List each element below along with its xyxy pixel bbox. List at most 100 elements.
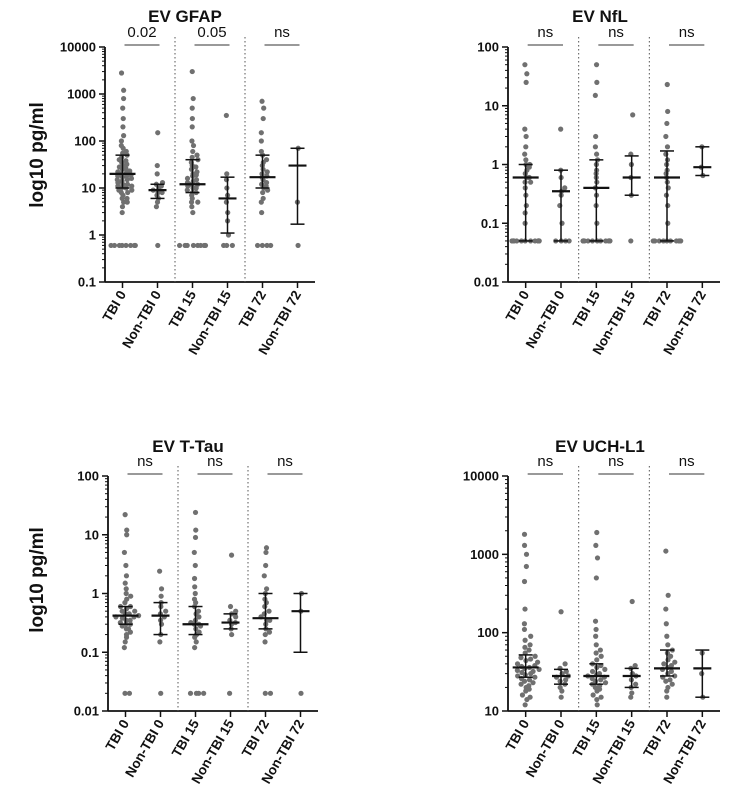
- data-point: [263, 549, 269, 556]
- data-point: [129, 187, 135, 193]
- data-point: [519, 669, 525, 676]
- data-point: [121, 87, 127, 93]
- data-point: [598, 677, 604, 683]
- data-point: [189, 138, 195, 144]
- data-point: [122, 639, 128, 645]
- data-point: [521, 621, 528, 627]
- data-point: [123, 590, 129, 597]
- comparison-label: ns: [679, 453, 695, 470]
- data-point: [593, 633, 599, 639]
- data-point: [664, 120, 670, 127]
- data-point: [629, 598, 635, 605]
- data-point: [594, 555, 601, 561]
- comparison-label: ns: [537, 453, 553, 470]
- data-point: [184, 175, 191, 182]
- data-point: [119, 204, 126, 210]
- y-tick-label: 10: [85, 527, 99, 542]
- data-point: [523, 563, 529, 570]
- data-point: [191, 596, 198, 602]
- data-point: [233, 614, 239, 620]
- data-point: [557, 665, 563, 671]
- data-point: [563, 677, 569, 683]
- data-point: [524, 71, 530, 77]
- data-point: [521, 531, 528, 537]
- data-point: [523, 551, 530, 557]
- data-point: [121, 549, 128, 556]
- data-point: [228, 552, 235, 558]
- data-point: [532, 674, 538, 680]
- data-point: [189, 105, 195, 111]
- comparison-label: ns: [207, 453, 223, 470]
- y-tick-label: 1: [492, 157, 499, 172]
- data-point: [677, 238, 684, 244]
- data-point: [263, 562, 269, 569]
- data-point: [667, 653, 674, 659]
- data-point: [128, 593, 134, 599]
- data-point: [526, 683, 532, 689]
- data-point: [258, 148, 264, 155]
- data-point: [118, 70, 125, 76]
- data-point: [224, 171, 230, 177]
- comparison-label: ns: [537, 24, 553, 41]
- data-point: [116, 164, 122, 170]
- data-point: [656, 238, 662, 244]
- data-point: [593, 650, 599, 656]
- data-point: [196, 629, 202, 635]
- data-point: [194, 169, 200, 175]
- data-point: [260, 189, 266, 196]
- data-point: [266, 629, 273, 635]
- data-point: [558, 609, 564, 615]
- data-point: [123, 573, 130, 579]
- data-point: [196, 690, 202, 696]
- data-point: [158, 593, 164, 599]
- data-point: [589, 668, 596, 675]
- y-tick-label: 0.01: [474, 275, 499, 290]
- data-point: [261, 105, 267, 111]
- data-point: [590, 692, 596, 698]
- comparison-label: ns: [137, 453, 153, 470]
- data-point: [263, 157, 270, 163]
- y-axis-label-bottom: log10 pg/ml: [27, 527, 48, 633]
- data-point: [523, 79, 529, 85]
- data-point: [189, 115, 195, 122]
- data-point: [295, 242, 301, 249]
- data-point: [262, 690, 268, 696]
- data-point: [268, 242, 274, 249]
- data-point: [124, 527, 130, 533]
- comparison-label: ns: [608, 24, 624, 41]
- data-point: [606, 238, 612, 244]
- data-point: [562, 661, 568, 667]
- data-point: [122, 580, 128, 586]
- data-point: [192, 644, 198, 651]
- data-point: [665, 108, 671, 115]
- data-point: [125, 189, 131, 196]
- y-tick-label: 10: [485, 704, 499, 719]
- data-point: [259, 209, 265, 216]
- data-point: [664, 633, 670, 639]
- x-tick-label: TBI 0: [503, 288, 532, 324]
- data-point: [266, 608, 272, 614]
- data-point: [194, 152, 200, 158]
- data-point: [121, 133, 127, 139]
- x-tick-label: TBI 0: [100, 288, 129, 324]
- data-point: [663, 621, 669, 627]
- data-point: [665, 220, 671, 226]
- data-point: [193, 527, 199, 533]
- data-point: [592, 618, 599, 624]
- y-tick-label: 100: [77, 469, 99, 484]
- data-point: [267, 690, 274, 696]
- data-point: [120, 105, 126, 111]
- data-point: [630, 112, 636, 118]
- y-tick-label: 100: [74, 134, 96, 149]
- data-point: [154, 171, 160, 177]
- data-point: [123, 242, 129, 249]
- data-point: [123, 586, 129, 592]
- data-point: [124, 532, 130, 538]
- data-point: [191, 549, 197, 556]
- data-point: [665, 684, 671, 691]
- data-point: [189, 68, 195, 75]
- data-point: [665, 592, 671, 598]
- data-point: [593, 575, 599, 581]
